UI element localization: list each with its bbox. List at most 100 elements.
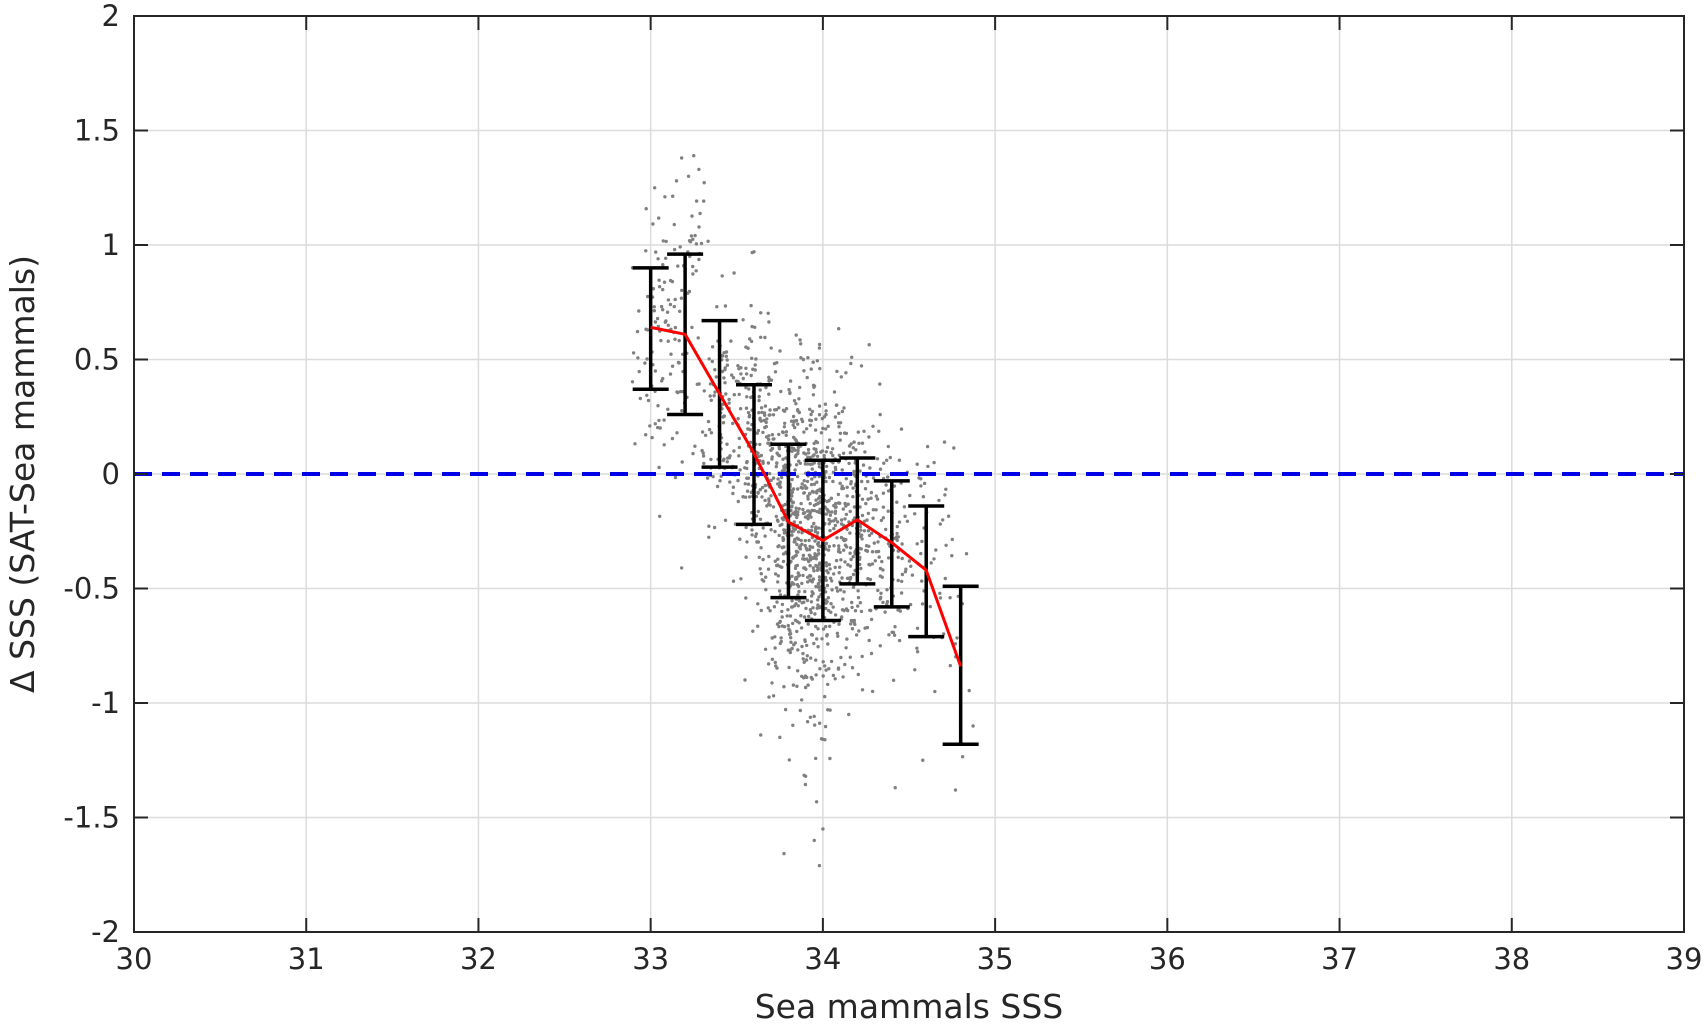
scatter-point xyxy=(817,552,821,556)
scatter-point xyxy=(784,433,788,437)
scatter-point xyxy=(746,410,751,415)
scatter-point xyxy=(631,351,636,355)
scatter-point xyxy=(653,422,657,426)
scatter-point xyxy=(803,685,808,690)
scatter-point xyxy=(920,579,924,583)
scatter-point xyxy=(746,476,751,480)
scatter-point xyxy=(838,565,842,569)
scatter-point xyxy=(777,447,782,451)
scatter-point xyxy=(971,724,975,728)
scatter-point xyxy=(837,425,841,429)
scatter-point xyxy=(881,568,885,572)
scatter-point xyxy=(875,497,880,501)
scatter-point xyxy=(809,528,814,533)
scatter-point xyxy=(796,593,800,597)
scatter-point xyxy=(648,424,652,428)
scatter-point xyxy=(840,484,844,488)
scatter-point xyxy=(840,608,845,612)
y-axis-ticks: -2 -1.5 -1 -0.5 0 0.5 1 1.5 2 xyxy=(63,0,1684,949)
x-tick-label: 34 xyxy=(804,942,841,976)
scatter-point xyxy=(814,673,818,677)
scatter-point xyxy=(824,450,828,454)
scatter-point xyxy=(793,641,797,645)
scatter-point xyxy=(678,389,683,394)
scatter-point xyxy=(702,461,706,466)
scatter-point xyxy=(802,369,806,373)
scatter-point xyxy=(745,460,749,465)
scatter-point xyxy=(745,395,749,399)
scatter-point xyxy=(737,445,742,450)
scatter-point xyxy=(808,501,812,506)
scatter-point xyxy=(757,411,761,415)
scatter-point xyxy=(784,407,789,411)
scatter-point xyxy=(707,427,712,432)
scatter-point xyxy=(788,614,793,618)
scatter-point xyxy=(867,562,871,567)
scatter-point xyxy=(729,339,733,343)
y-tick-label: -1 xyxy=(91,686,120,720)
scatter-point xyxy=(804,452,808,456)
scatter-point xyxy=(662,280,667,284)
scatter-point xyxy=(869,617,874,622)
scatter-point xyxy=(897,458,902,462)
scatter-point xyxy=(943,576,947,581)
scatter-point xyxy=(668,372,673,376)
scatter-point xyxy=(720,274,724,278)
scatter-point xyxy=(722,414,726,418)
scatter-point xyxy=(868,577,873,582)
scatter-point xyxy=(789,640,793,644)
scatter-point xyxy=(812,384,817,388)
scatter-point xyxy=(778,593,783,597)
scatter-point xyxy=(722,351,726,355)
scatter-point xyxy=(815,491,819,495)
scatter-point xyxy=(724,392,728,396)
scatter-point xyxy=(661,308,665,312)
scatter-point xyxy=(778,523,782,528)
scatter-point xyxy=(823,402,828,406)
scatter-point xyxy=(645,357,649,361)
scatter-point xyxy=(728,480,732,484)
scatter-point xyxy=(827,510,831,514)
scatter-point xyxy=(839,655,843,660)
scatter-point xyxy=(813,428,818,432)
scatter-point xyxy=(812,641,816,646)
scatter-point xyxy=(800,581,804,586)
scatter-point xyxy=(846,502,850,506)
scatter-point xyxy=(797,459,801,463)
scatter-point xyxy=(702,389,706,393)
scatter-point xyxy=(774,464,778,469)
scatter-point xyxy=(942,632,946,636)
scatter-point xyxy=(764,435,769,439)
scatter-point xyxy=(881,505,886,509)
scatter-point xyxy=(790,599,794,603)
scatter-point xyxy=(651,222,655,226)
scatter-point xyxy=(770,446,775,451)
scatter-point xyxy=(783,528,787,532)
scatter-point xyxy=(843,543,848,547)
scatter-point xyxy=(841,675,845,679)
scatter-point xyxy=(766,606,770,610)
scatter-point xyxy=(835,536,839,540)
scatter-point xyxy=(848,509,852,514)
scatter-point xyxy=(817,496,821,500)
x-tick-label: 37 xyxy=(1321,942,1358,976)
scatter-point xyxy=(799,538,803,543)
scatter-point xyxy=(781,552,786,556)
scatter-point xyxy=(778,492,782,497)
scatter-point xyxy=(763,534,767,538)
scatter-point xyxy=(843,560,847,564)
mean-line xyxy=(650,325,963,667)
scatter-point xyxy=(818,507,822,511)
scatter-point xyxy=(967,688,971,693)
scatter-point xyxy=(698,211,702,216)
scatter-point xyxy=(707,524,711,528)
scatter-point xyxy=(803,589,807,594)
scatter-point xyxy=(713,390,717,394)
scatter-point xyxy=(691,272,695,276)
scatter-point xyxy=(841,597,845,601)
scatter-point xyxy=(800,601,804,605)
scatter-point xyxy=(878,412,882,417)
scatter-point xyxy=(809,412,813,417)
scatter-point xyxy=(773,559,777,563)
